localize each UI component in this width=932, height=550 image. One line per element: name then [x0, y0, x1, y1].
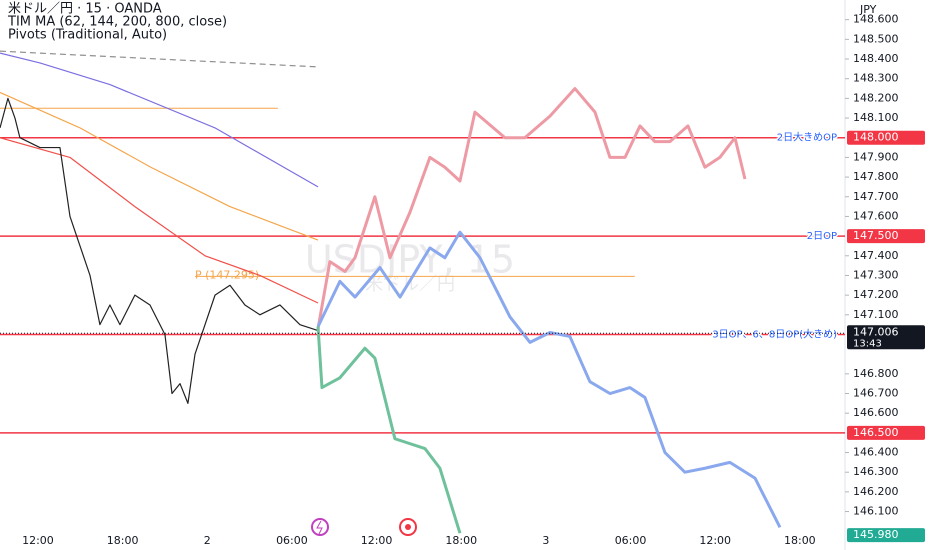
y-tick-label: 146.200 [853, 485, 899, 498]
x-tick-label: 06:00 [615, 534, 647, 547]
y-tick-label: 148.100 [853, 111, 899, 124]
x-tick-label: 3 [542, 534, 549, 547]
y-tick-label: 147.600 [853, 209, 899, 222]
countdown: 13:43 [853, 338, 882, 349]
level-label: 2日大きめOP [777, 131, 837, 144]
level-label: 3日OP、6、8日OP(大きめ) [712, 327, 837, 340]
y-tick-label: 146.600 [853, 406, 899, 419]
price-badge [847, 425, 925, 440]
x-tick-label: 12:00 [22, 534, 54, 547]
x-tick-label: 06:00 [276, 534, 308, 547]
x-tick-label: 18:00 [784, 534, 816, 547]
price-line [0, 137, 319, 304]
x-tick-label: 2 [204, 534, 211, 547]
y-tick-label: 148.200 [853, 91, 899, 104]
y-tick-label: 146.700 [853, 387, 899, 400]
currency: JPY [859, 3, 877, 16]
y-tick-label: 148.300 [853, 72, 899, 85]
y-tick-label: 147.900 [853, 150, 899, 163]
price-line [0, 52, 319, 188]
y-tick-label: 146.100 [853, 505, 899, 518]
indicator: TIM MA (62, 144, 200, 800, close) [7, 15, 227, 30]
y-tick-label: 146.400 [853, 446, 899, 459]
icon[interactable] [399, 518, 417, 536]
pivot-label: P (147.295) [195, 268, 259, 281]
y-tick-label: 147.800 [853, 170, 899, 183]
y-tick-label: 146.300 [853, 465, 899, 478]
price-line [316, 230, 782, 528]
price-line [316, 87, 747, 329]
y-tick-label: 147.100 [853, 308, 899, 321]
price-axis-bg [845, 0, 932, 550]
x-tick-label: 18:00 [445, 534, 477, 547]
y-tick-label: 147.700 [853, 190, 899, 203]
price-badge-label: 146.500 [853, 426, 899, 439]
price-line [0, 97, 319, 404]
price-badge [847, 229, 925, 244]
price-line [0, 50, 319, 68]
current-badge [847, 325, 925, 350]
x-tick-label: 12:00 [699, 534, 731, 547]
price-line [316, 326, 462, 534]
price-badge-label: 147.500 [853, 229, 899, 242]
y-tick-label: 148.500 [853, 32, 899, 45]
watermark: 米ドル／円 [365, 274, 455, 295]
chart-title: 米ドル／円 · 15 · OANDA [8, 2, 162, 17]
price-line [0, 91, 319, 241]
low-badge [847, 528, 925, 543]
price-badge [847, 130, 925, 145]
y-tick-label: 147.300 [853, 268, 899, 281]
level-label: 2日OP [807, 231, 837, 242]
icon[interactable] [311, 518, 329, 536]
y-tick-label: 146.800 [853, 367, 899, 380]
y-tick-label: 147.200 [853, 288, 899, 301]
indicator: Pivots (Traditional, Auto) [8, 28, 167, 43]
x-tick-label: 12:00 [361, 534, 393, 547]
price-badge-label: 148.000 [853, 131, 899, 144]
low-label: 145.980 [853, 528, 899, 541]
y-tick-label: 148.600 [853, 13, 899, 26]
y-tick-label: 147.400 [853, 249, 899, 262]
y-tick-label: 148.400 [853, 52, 899, 65]
x-tick-label: 18:00 [107, 534, 139, 547]
current-price: 147.006 [853, 325, 899, 338]
